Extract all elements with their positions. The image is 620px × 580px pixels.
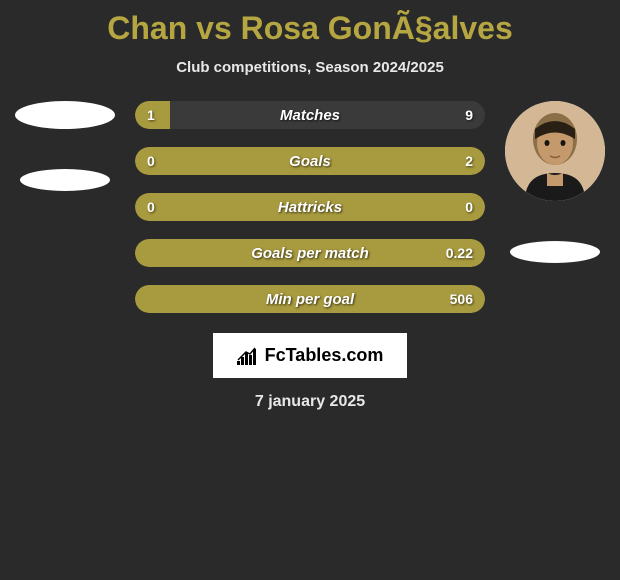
- stat-value-right: 0: [465, 199, 473, 215]
- stats-column: 1 Matches 9 0 Goals 2 0 Hattricks 0 Goals per mat…: [135, 101, 485, 313]
- player-left-column: [10, 101, 120, 191]
- stat-label: Matches: [280, 107, 340, 124]
- comparison-container: Chan vs Rosa GonÃ§alves Club competition…: [0, 0, 620, 421]
- player-right-team-placeholder: [510, 241, 600, 263]
- stat-value-right: 506: [450, 291, 473, 307]
- stat-value-left: 0: [147, 153, 155, 169]
- comparison-area: 1 Matches 9 0 Goals 2 0 Hattricks 0 Goals per mat…: [0, 101, 620, 313]
- player-right-avatar: [505, 101, 605, 201]
- stat-value-right: 9: [465, 107, 473, 123]
- stat-value-right: 2: [465, 153, 473, 169]
- stat-bar: 0 Goals 2: [135, 147, 485, 175]
- branding-icon: [237, 347, 259, 365]
- stat-bar: 1 Matches 9: [135, 101, 485, 129]
- stat-label: Min per goal: [266, 291, 354, 308]
- subtitle: Club competitions, Season 2024/2025: [0, 59, 620, 76]
- player-right-column: [500, 101, 610, 263]
- stat-bar: Goals per match 0.22: [135, 239, 485, 267]
- player-right-avatar-image: [505, 101, 605, 201]
- page-title: Chan vs Rosa GonÃ§alves: [0, 10, 620, 47]
- stat-bar: 0 Hattricks 0: [135, 193, 485, 221]
- player-left-team-placeholder: [20, 169, 110, 191]
- branding-text: FcTables.com: [265, 345, 384, 366]
- date-label: 7 january 2025: [255, 393, 365, 411]
- stat-value-left: 1: [147, 107, 155, 123]
- stat-label: Goals: [289, 153, 331, 170]
- stat-label: Goals per match: [251, 245, 369, 262]
- footer: FcTables.com 7 january 2025: [0, 333, 620, 411]
- stat-label: Hattricks: [278, 199, 342, 216]
- stat-bar: Min per goal 506: [135, 285, 485, 313]
- branding-badge: FcTables.com: [213, 333, 408, 378]
- player-left-avatar-placeholder: [15, 101, 115, 129]
- stat-value-left: 0: [147, 199, 155, 215]
- stat-value-right: 0.22: [446, 245, 473, 261]
